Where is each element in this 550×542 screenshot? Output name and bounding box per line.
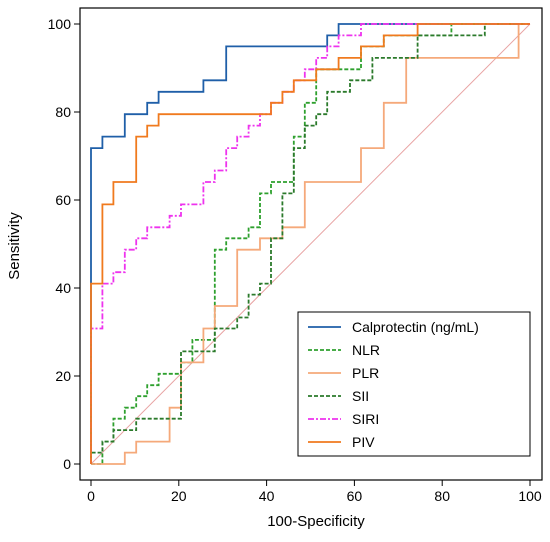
tick-layer: 0 20 40 60 80 100 0 20 40 60 80 100 bbox=[48, 16, 542, 504]
legend: Calprotectin (ng/mL) NLR PLR SII SIRI PIV bbox=[297, 311, 531, 457]
legend-box bbox=[297, 311, 531, 457]
legend-label-plr: PLR bbox=[352, 365, 379, 381]
y-tick-label: 40 bbox=[55, 280, 71, 296]
series-line-calprotectin-ng-ml bbox=[90, 23, 530, 464]
legend-label-piv: PIV bbox=[352, 434, 375, 450]
y-tick-label: 0 bbox=[63, 456, 71, 472]
x-axis-title: 100-Specificity bbox=[267, 513, 365, 530]
reference-diagonal-layer bbox=[90, 23, 531, 465]
y-tick-label: 80 bbox=[55, 104, 71, 120]
y-tick-label: 20 bbox=[55, 368, 71, 384]
x-tick-label: 80 bbox=[434, 488, 450, 504]
series-line-sii bbox=[90, 23, 530, 464]
x-tick-label: 20 bbox=[171, 488, 187, 504]
x-tick-label: 0 bbox=[87, 488, 95, 504]
series-line-piv bbox=[90, 23, 530, 464]
plot-frame bbox=[79, 7, 543, 481]
x-tick-label: 60 bbox=[347, 488, 363, 504]
legend-label-sii: SII bbox=[352, 388, 369, 404]
series-line-plr bbox=[91, 23, 530, 465]
legend-label-calprotectin-ng-ml: Calprotectin (ng/mL) bbox=[352, 319, 479, 335]
reference-diagonal-line bbox=[90, 23, 531, 465]
plot-border bbox=[79, 7, 543, 481]
legend-label-nlr: NLR bbox=[352, 342, 380, 358]
y-tick-label: 60 bbox=[55, 192, 71, 208]
x-tick-label: 40 bbox=[259, 488, 275, 504]
legend-label-siri: SIRI bbox=[352, 411, 379, 427]
y-tick-label: 100 bbox=[48, 16, 72, 32]
series-line-siri bbox=[90, 23, 530, 464]
y-axis-title: Sensitivity bbox=[6, 212, 23, 280]
x-tick-label: 100 bbox=[518, 488, 542, 504]
series-layer bbox=[90, 23, 530, 465]
